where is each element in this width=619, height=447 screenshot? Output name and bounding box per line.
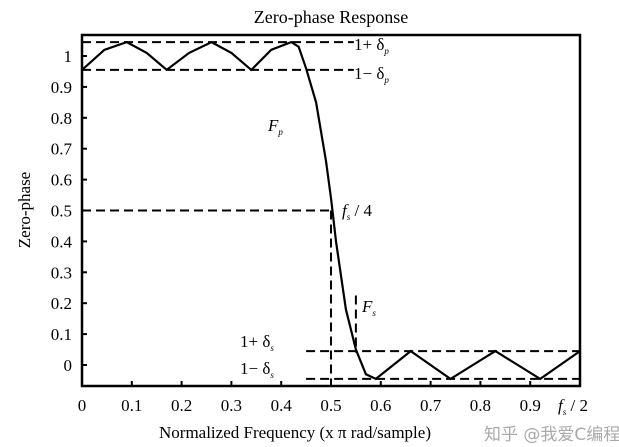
- response-curve: [81, 40, 581, 381]
- x-tick-label: 0.9: [520, 396, 541, 415]
- plot-frame: [80, 33, 582, 388]
- x-tick-label: 0.2: [171, 396, 192, 415]
- x-tick-label: 0.4: [271, 396, 293, 415]
- y-tick-label: 0.6: [51, 171, 72, 190]
- y-axis-label: Zero-phase: [15, 172, 34, 248]
- annotation-fs4: fs / 4: [342, 201, 372, 222]
- annotation-stop_lower: 1− δs: [240, 359, 274, 380]
- annotation-pass_upper: 1+ δp: [354, 35, 389, 56]
- x-tick-label: 0.1: [121, 396, 142, 415]
- x-tick-label: 0.8: [470, 396, 491, 415]
- annotation-pass_lower: 1− δp: [354, 64, 389, 85]
- annotation-fs: Fs: [361, 297, 376, 318]
- y-tick-label: 1: [64, 47, 73, 66]
- y-tick-label: 0.4: [51, 232, 73, 251]
- y-tick-label: 0.2: [51, 294, 72, 313]
- y-tick-label: 0: [64, 356, 73, 375]
- annotation-fp: Fp: [267, 116, 283, 137]
- y-tick-label: 0.7: [51, 140, 73, 159]
- annotation-stop_upper: 1+ δs: [240, 332, 274, 353]
- x-tick-label: 0.6: [370, 396, 391, 415]
- x-tick-label: 0: [78, 396, 87, 415]
- x-tick-label: 0.7: [420, 396, 442, 415]
- annotation-fs2: fs / 2: [558, 396, 588, 417]
- x-tick-label: 0.5: [320, 396, 341, 415]
- watermark: 知乎 @我爱C编程: [484, 425, 619, 445]
- y-tick-label: 0.3: [51, 263, 72, 282]
- y-tick-label: 0.8: [51, 109, 72, 128]
- y-tick-label: 0.9: [51, 78, 72, 97]
- y-tick-label: 0.5: [51, 202, 72, 221]
- x-axis-label: Normalized Frequency (x π rad/sample): [159, 423, 431, 442]
- chart-title: Zero-phase Response: [254, 7, 408, 27]
- x-tick-label: 0.3: [221, 396, 242, 415]
- y-tick-label: 0.1: [51, 325, 72, 344]
